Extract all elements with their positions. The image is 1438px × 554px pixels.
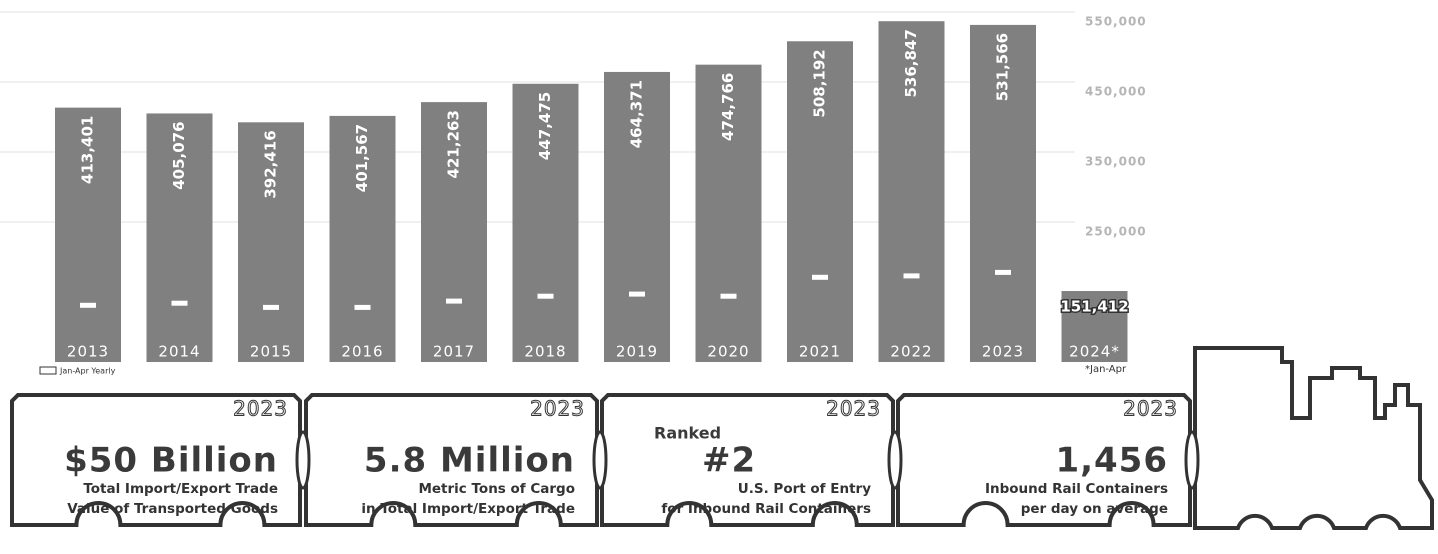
value-label: 392,416 xyxy=(262,130,280,198)
card-headline: #2 xyxy=(702,441,756,481)
card-headline: 1,456 xyxy=(1055,441,1168,481)
x-tick-label: 2021 xyxy=(799,343,841,361)
jan-apr-marker xyxy=(354,304,371,310)
bar xyxy=(146,113,213,362)
bar xyxy=(512,83,579,362)
bar xyxy=(329,115,396,362)
value-label: 536,847 xyxy=(902,29,920,97)
x-tick-label: 2023 xyxy=(982,343,1024,361)
jan-apr-marker xyxy=(171,300,188,306)
coupler xyxy=(887,430,903,490)
bar xyxy=(421,102,487,362)
y-tick-label: 450,000 xyxy=(1085,85,1147,99)
card-line: Value of Transported Goods xyxy=(67,501,278,517)
y-tick-label: 350,000 xyxy=(1085,155,1147,169)
bar xyxy=(604,71,670,362)
value-label: 447,475 xyxy=(536,92,554,160)
card-headline: $50 Billion xyxy=(64,441,278,481)
card-year: 2023 xyxy=(826,397,881,421)
jan-apr-marker xyxy=(446,298,462,304)
jan-apr-marker xyxy=(903,273,920,279)
x-tick-label: 2016 xyxy=(341,343,383,361)
bar xyxy=(787,41,853,363)
value-label: 508,192 xyxy=(811,49,829,117)
bar xyxy=(238,122,304,362)
x-tick-label: 2020 xyxy=(707,343,749,361)
legend-swatch xyxy=(39,366,57,375)
coupler xyxy=(592,430,608,490)
locomotive xyxy=(1193,346,1434,530)
card-year: 2023 xyxy=(233,397,288,421)
value-label: 151,412 xyxy=(1060,298,1128,316)
x-tick-label: 2015 xyxy=(250,343,292,361)
coupler xyxy=(295,430,311,490)
value-label: 474,766 xyxy=(719,73,737,141)
value-label: 401,567 xyxy=(353,124,371,192)
bar xyxy=(878,21,945,363)
value-label: 413,401 xyxy=(79,116,97,184)
bar xyxy=(695,64,762,362)
card-line: in Total Import/Export Trade xyxy=(361,501,575,517)
coupler xyxy=(1184,430,1200,490)
jan-apr-marker xyxy=(812,274,828,280)
card-headline: 5.8 Million xyxy=(364,441,575,481)
train-car xyxy=(600,393,895,527)
y-tick-label: 550,000 xyxy=(1085,15,1147,29)
jan-apr-marker xyxy=(263,304,279,310)
value-label: 464,371 xyxy=(628,80,646,148)
jan-apr-marker xyxy=(80,302,96,308)
train-car xyxy=(10,393,302,527)
value-label: 531,566 xyxy=(994,33,1012,101)
x-tick-label: 2013 xyxy=(67,343,109,361)
jan-apr-marker xyxy=(537,293,554,299)
card-line: Inbound Rail Containers xyxy=(985,481,1168,497)
bar xyxy=(55,107,121,363)
legend-label: Jan-Apr Yearly xyxy=(59,367,116,376)
card-prefix: Ranked xyxy=(654,424,721,443)
x-tick-label: 2014 xyxy=(158,343,200,361)
value-label: 421,263 xyxy=(445,110,463,178)
x-tick-label: 2019 xyxy=(616,343,658,361)
x-tick-label: 2022 xyxy=(890,343,932,361)
train-car xyxy=(896,393,1192,527)
card-line: U.S. Port of Entry xyxy=(738,481,871,497)
card-line: Total Import/Export Trade xyxy=(83,481,278,497)
value-label: 405,076 xyxy=(170,121,188,189)
y-tick-label: 250,000 xyxy=(1085,225,1147,239)
card-year: 2023 xyxy=(1123,397,1178,421)
x-tick-label: 2024* xyxy=(1069,343,1120,361)
jan-apr-marker xyxy=(720,293,737,299)
x-tick-label: 2017 xyxy=(433,343,475,361)
bar xyxy=(970,24,1036,362)
train-car xyxy=(304,393,599,527)
x-tick-label: 2018 xyxy=(524,343,566,361)
card-line: Metric Tons of Cargo xyxy=(418,481,575,497)
jan-apr-marker xyxy=(995,269,1011,275)
jan-apr-marker xyxy=(629,291,645,297)
card-line: for Inbound Rail Containers xyxy=(661,501,871,517)
bar xyxy=(1061,291,1128,362)
card-year: 2023 xyxy=(530,397,585,421)
card-line: per day on average xyxy=(1021,501,1168,517)
footnote: *Jan-Apr xyxy=(1085,364,1127,375)
